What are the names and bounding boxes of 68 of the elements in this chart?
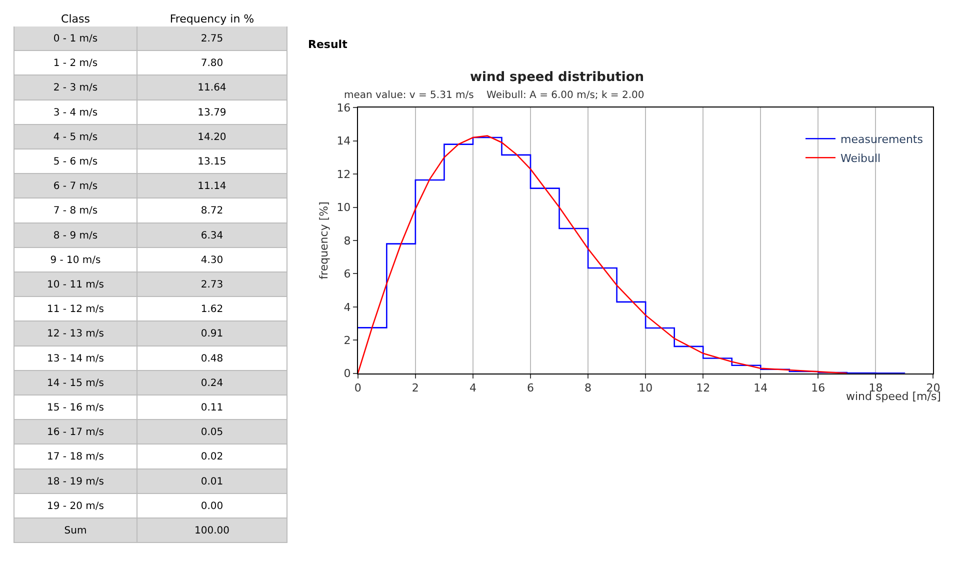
y-tick-label: 10 bbox=[336, 201, 351, 214]
category-label: 4 - 5 m/s bbox=[53, 132, 98, 143]
x-tick-label: 6 bbox=[527, 382, 534, 395]
category-label: 7 - 8 m/s bbox=[53, 206, 98, 217]
text: 13.15 bbox=[198, 156, 226, 168]
text: 11.14 bbox=[198, 181, 226, 192]
category-label: 10 - 11 m/s bbox=[47, 280, 104, 290]
y-tick-label: 0 bbox=[344, 367, 351, 380]
text: 0.91 bbox=[200, 328, 224, 340]
category-label: 2 - 3 m/s bbox=[53, 82, 98, 94]
category-label: 13 - 14 m/s bbox=[47, 353, 104, 364]
category-label: 15 - 16 m/s bbox=[47, 402, 104, 414]
text: 0.01 bbox=[200, 476, 224, 488]
text: 2.75 bbox=[200, 34, 224, 44]
text: 1.62 bbox=[200, 304, 224, 316]
category-label: 12 - 13 m/s bbox=[47, 328, 104, 340]
text: 0.02 bbox=[200, 452, 224, 463]
text: Result bbox=[308, 38, 348, 51]
category-label: 3 - 4 m/s bbox=[53, 107, 98, 118]
text: 0.24 bbox=[200, 378, 224, 389]
legend-label: measurements bbox=[840, 132, 924, 146]
y-tick-label: 6 bbox=[344, 268, 351, 281]
y-tick-label: 14 bbox=[336, 134, 351, 148]
text: Sum bbox=[64, 526, 87, 536]
x-tick-label: 16 bbox=[811, 382, 826, 395]
category-label: 8 - 9 m/s bbox=[53, 230, 98, 242]
text: 11.64 bbox=[198, 82, 226, 94]
chart-subtitle: mean value: v = 5.31 m/s Weibull: A = 6.00 m/s; k = 2.00 bbox=[344, 90, 644, 101]
x-tick-label: 12 bbox=[696, 382, 710, 395]
category-label: 14 - 15 m/s bbox=[47, 378, 104, 389]
text: 8.72 bbox=[200, 206, 224, 217]
text: 14.20 bbox=[198, 132, 226, 143]
text: 0.11 bbox=[200, 402, 224, 414]
text: 0.48 bbox=[200, 353, 224, 364]
x-tick-label: 10 bbox=[638, 382, 653, 395]
text: 6.34 bbox=[200, 230, 224, 242]
category-label: 6 - 7 m/s bbox=[53, 181, 98, 192]
category-label: 11 - 12 m/s bbox=[47, 304, 104, 316]
text: Frequency in % bbox=[170, 12, 254, 26]
x-tick-label: 4 bbox=[469, 382, 476, 395]
category-label: 16 - 17 m/s bbox=[47, 427, 104, 438]
category-label: 18 - 19 m/s bbox=[47, 476, 104, 488]
x-tick-label: 8 bbox=[584, 382, 592, 395]
y-tick-label: 8 bbox=[344, 234, 351, 248]
x-tick-label: 0 bbox=[354, 382, 362, 395]
category-label: 9 - 10 m/s bbox=[50, 254, 101, 266]
y-tick-label: 4 bbox=[344, 300, 351, 314]
category-label: 5 - 6 m/s bbox=[53, 156, 98, 168]
text: 7.80 bbox=[200, 58, 224, 70]
legend-label: Weibull bbox=[840, 152, 881, 165]
y-tick-label: 16 bbox=[336, 101, 351, 114]
text: 2.73 bbox=[200, 280, 224, 290]
text: 13.79 bbox=[198, 107, 226, 118]
y-axis-title: frequency [%] bbox=[317, 202, 330, 280]
text: Class bbox=[61, 12, 90, 26]
category-label: 19 - 20 m/s bbox=[47, 500, 104, 512]
x-tick-label: 14 bbox=[754, 382, 768, 395]
y-tick-label: 2 bbox=[344, 334, 351, 347]
text: 0.00 bbox=[200, 500, 224, 512]
category-label: 1 - 2 m/s bbox=[53, 58, 98, 70]
text: 4.30 bbox=[200, 254, 224, 266]
text: 0.05 bbox=[200, 427, 224, 438]
text: 100.00 bbox=[194, 526, 230, 536]
x-tick-label: 2 bbox=[412, 382, 419, 395]
category-label: 17 - 18 m/s bbox=[47, 452, 104, 463]
y-tick-label: 12 bbox=[336, 168, 351, 181]
category-label: 0 - 1 m/s bbox=[53, 34, 98, 44]
chart-title: wind speed distribution bbox=[470, 70, 644, 85]
